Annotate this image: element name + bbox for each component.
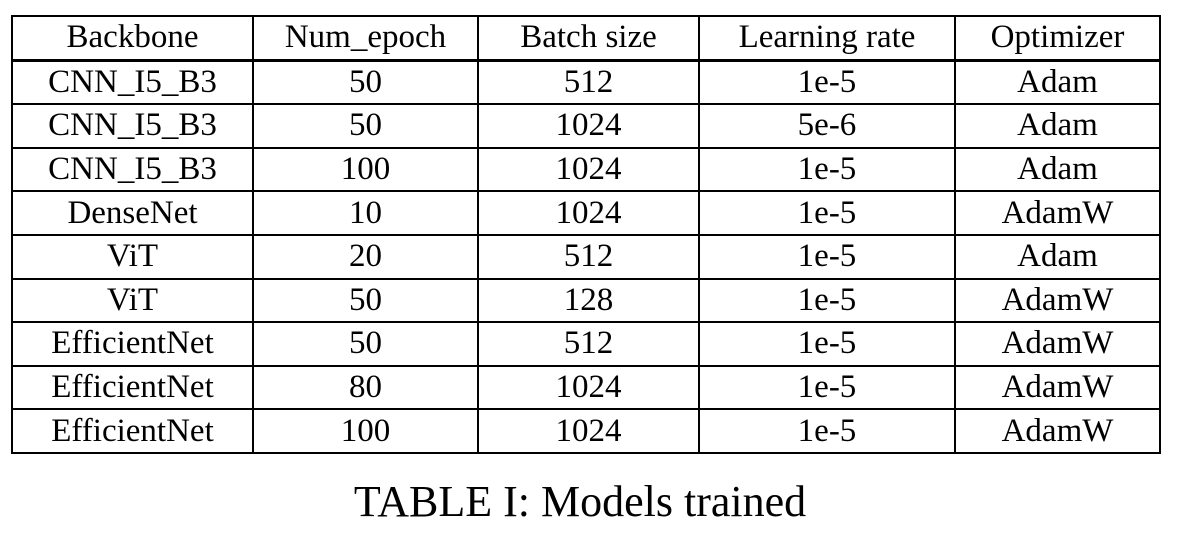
cell-learning-rate: 1e-5 — [698, 321, 956, 367]
cell-learning-rate: 1e-5 — [698, 408, 956, 454]
cell-optimizer: AdamW — [954, 364, 1161, 411]
cell-batch-size: 512 — [477, 58, 700, 106]
cell-backbone: EfficientNet — [11, 408, 254, 454]
cell-num-epoch: 100 — [252, 408, 479, 454]
cell-backbone: ViT — [11, 277, 254, 324]
cell-batch-size: 1024 — [477, 364, 700, 411]
header-learning-rate: Learning rate — [698, 14, 956, 62]
cell-batch-size: 1024 — [477, 190, 700, 236]
header-optimizer: Optimizer — [954, 14, 1161, 62]
cell-backbone: CNN_I5_B3 — [11, 58, 254, 106]
header-num-epoch: Num_epoch — [252, 14, 479, 62]
cell-backbone: DenseNet — [11, 190, 254, 236]
table-row: CNN_I5_B3 50 512 1e-5 Adam — [11, 58, 1161, 106]
header-backbone: Backbone — [11, 14, 254, 62]
table-row: CNN_I5_B3 50 1024 5e-6 Adam — [11, 103, 1161, 149]
table-row: ViT 50 128 1e-5 AdamW — [11, 277, 1161, 324]
cell-num-epoch: 100 — [252, 146, 479, 193]
cell-num-epoch: 50 — [252, 321, 479, 367]
table-row: EfficientNet 50 512 1e-5 AdamW — [11, 321, 1161, 367]
cell-num-epoch: 50 — [252, 103, 479, 149]
table-row: EfficientNet 80 1024 1e-5 AdamW — [11, 364, 1161, 411]
cell-learning-rate: 1e-5 — [698, 58, 956, 106]
table-row: EfficientNet 100 1024 1e-5 AdamW — [11, 408, 1161, 454]
cell-learning-rate: 1e-5 — [698, 233, 956, 280]
table-header-row: Backbone Num_epoch Batch size Learning r… — [11, 14, 1161, 62]
cell-backbone: CNN_I5_B3 — [11, 146, 254, 193]
cell-learning-rate: 1e-5 — [698, 364, 956, 411]
cell-optimizer: AdamW — [954, 321, 1161, 367]
table-caption: TABLE I: Models trained — [353, 477, 807, 526]
cell-optimizer: Adam — [954, 103, 1161, 149]
cell-optimizer: AdamW — [954, 190, 1161, 236]
cell-batch-size: 512 — [477, 321, 700, 367]
cell-num-epoch: 10 — [252, 190, 479, 236]
cell-num-epoch: 80 — [252, 364, 479, 411]
cell-optimizer: Adam — [954, 233, 1161, 280]
cell-optimizer: Adam — [954, 58, 1161, 106]
header-batch-size: Batch size — [477, 14, 700, 62]
cell-batch-size: 128 — [477, 277, 700, 324]
cell-batch-size: 1024 — [477, 146, 700, 193]
cell-backbone: ViT — [11, 233, 254, 280]
cell-num-epoch: 50 — [252, 277, 479, 324]
cell-learning-rate: 1e-5 — [698, 190, 956, 236]
cell-num-epoch: 50 — [252, 58, 479, 106]
cell-optimizer: AdamW — [954, 277, 1161, 324]
table-row: CNN_I5_B3 100 1024 1e-5 Adam — [11, 146, 1161, 193]
cell-learning-rate: 1e-5 — [698, 146, 956, 193]
cell-num-epoch: 20 — [252, 233, 479, 280]
table-row: DenseNet 10 1024 1e-5 AdamW — [11, 190, 1161, 236]
cell-batch-size: 512 — [477, 233, 700, 280]
cell-learning-rate: 1e-5 — [698, 277, 956, 324]
cell-backbone: EfficientNet — [11, 321, 254, 367]
models-table: Backbone Num_epoch Batch size Learning r… — [11, 14, 1161, 454]
table-row: ViT 20 512 1e-5 Adam — [11, 233, 1161, 280]
cell-backbone: EfficientNet — [11, 364, 254, 411]
cell-batch-size: 1024 — [477, 408, 700, 454]
cell-learning-rate: 5e-6 — [698, 103, 956, 149]
cell-optimizer: Adam — [954, 146, 1161, 193]
cell-backbone: CNN_I5_B3 — [11, 103, 254, 149]
cell-batch-size: 1024 — [477, 103, 700, 149]
cell-optimizer: AdamW — [954, 408, 1161, 454]
